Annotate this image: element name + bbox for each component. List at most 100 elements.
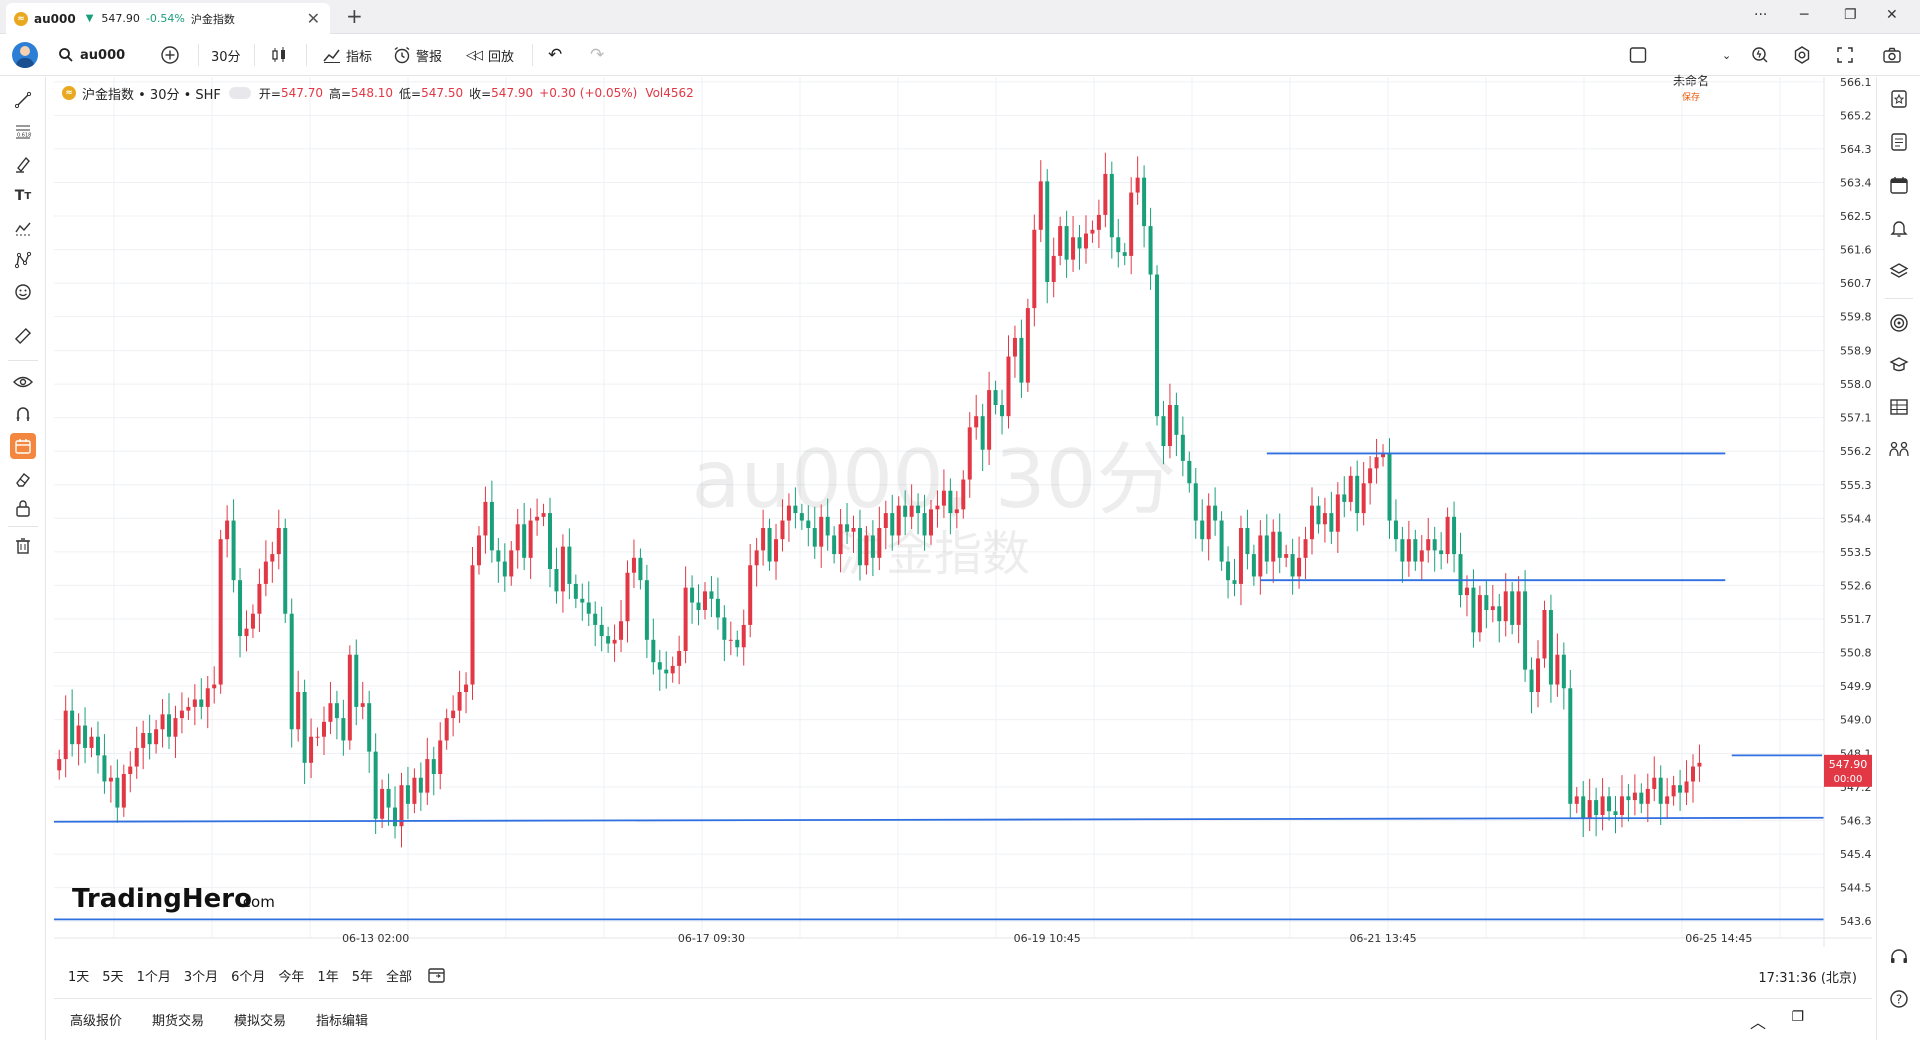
candle[interactable]: [780, 499, 785, 552]
minimize-button[interactable]: ─: [1800, 7, 1809, 23]
candle[interactable]: [289, 598, 294, 748]
candle[interactable]: [1238, 515, 1243, 606]
candle[interactable]: [812, 506, 817, 559]
candle[interactable]: [702, 582, 707, 620]
candle[interactable]: [728, 621, 733, 656]
candle[interactable]: [141, 720, 146, 770]
candle[interactable]: [1419, 535, 1424, 580]
candle[interactable]: [405, 766, 410, 820]
date-range-icon[interactable]: [427, 966, 447, 984]
candle[interactable]: [1129, 177, 1134, 275]
candle[interactable]: [1193, 467, 1198, 539]
candle[interactable]: [1393, 499, 1398, 552]
chevron-up-icon[interactable]: ︿: [1749, 1013, 1766, 1032]
candle[interactable]: [1064, 210, 1069, 278]
candle[interactable]: [250, 604, 255, 638]
candle[interactable]: [1342, 476, 1347, 518]
candle[interactable]: [1471, 569, 1476, 648]
trash-icon[interactable]: [12, 535, 34, 557]
candle[interactable]: [102, 734, 107, 794]
candle[interactable]: [735, 630, 740, 657]
candle[interactable]: [799, 503, 804, 530]
candle[interactable]: [57, 749, 62, 780]
candle[interactable]: [806, 505, 811, 547]
candle[interactable]: [160, 699, 165, 748]
candle[interactable]: [1458, 532, 1463, 608]
candle[interactable]: [1122, 242, 1127, 266]
candle[interactable]: [948, 478, 953, 535]
candle[interactable]: [173, 705, 178, 758]
lock-drawing-icon[interactable]: [10, 433, 36, 459]
candle[interactable]: [838, 508, 843, 573]
candle[interactable]: [1678, 769, 1683, 811]
candle[interactable]: [1251, 544, 1256, 586]
range-button[interactable]: 5年: [351, 969, 373, 985]
candle[interactable]: [522, 503, 527, 571]
candle[interactable]: [470, 547, 475, 700]
candle[interactable]: [896, 496, 901, 545]
candle[interactable]: [276, 509, 281, 570]
symbol-tab[interactable]: ≈ au000 ▼ 547.90 -0.54% 沪金指数 ✕: [6, 3, 330, 34]
candle[interactable]: [1690, 754, 1695, 803]
candle[interactable]: [1510, 582, 1515, 635]
watchlist-icon[interactable]: [1887, 87, 1911, 111]
candle[interactable]: [380, 779, 385, 829]
candle[interactable]: [1058, 216, 1063, 266]
candle[interactable]: [418, 762, 423, 811]
candle[interactable]: [128, 751, 133, 793]
candle[interactable]: [76, 713, 81, 766]
candle[interactable]: [83, 707, 88, 764]
candle[interactable]: [121, 764, 126, 817]
candle[interactable]: [1083, 215, 1088, 264]
candle[interactable]: [922, 494, 927, 551]
candle[interactable]: [1032, 214, 1037, 327]
candle[interactable]: [476, 526, 481, 575]
candle[interactable]: [599, 606, 604, 652]
candle[interactable]: [664, 651, 669, 689]
help-icon[interactable]: ?: [1887, 987, 1911, 1011]
candle[interactable]: [167, 693, 172, 750]
candle[interactable]: [941, 469, 946, 518]
candle[interactable]: [1658, 765, 1663, 826]
candle[interactable]: [347, 645, 352, 750]
candle[interactable]: [573, 574, 578, 609]
candle[interactable]: [1439, 532, 1444, 570]
new-tab-button[interactable]: +: [346, 4, 363, 28]
candle[interactable]: [845, 503, 850, 545]
candle[interactable]: [1109, 161, 1114, 259]
symbol-search[interactable]: au000: [58, 34, 125, 76]
more-options-icon[interactable]: ···: [1754, 7, 1768, 23]
chart-type-button[interactable]: [270, 34, 288, 76]
candle[interactable]: [1561, 642, 1566, 710]
emoji-icon[interactable]: [12, 281, 34, 303]
candle[interactable]: [1600, 778, 1605, 831]
candle[interactable]: [1006, 335, 1011, 429]
candle[interactable]: [192, 684, 197, 726]
screenshot-button[interactable]: [1882, 34, 1902, 76]
candle[interactable]: [857, 509, 862, 581]
undo-button[interactable]: ↶: [548, 34, 562, 76]
candle[interactable]: [70, 689, 75, 757]
candle[interactable]: [438, 722, 443, 790]
interval-button[interactable]: 30分: [211, 49, 241, 65]
candle[interactable]: [935, 490, 940, 528]
candle[interactable]: [1155, 265, 1160, 426]
restore-button[interactable]: ❐: [1844, 7, 1857, 23]
candle[interactable]: [1258, 520, 1263, 595]
candle[interactable]: [638, 548, 643, 590]
candle[interactable]: [1187, 451, 1192, 493]
candle[interactable]: [1613, 795, 1618, 834]
candle[interactable]: [1012, 325, 1017, 378]
candle[interactable]: [464, 672, 469, 714]
candle[interactable]: [1484, 579, 1489, 629]
candle[interactable]: [509, 541, 514, 586]
candle[interactable]: [722, 605, 727, 662]
candle[interactable]: [651, 618, 656, 675]
target-icon[interactable]: [1887, 311, 1911, 335]
candle[interactable]: [1290, 538, 1295, 595]
quick-search-button[interactable]: [1750, 34, 1770, 76]
candle[interactable]: [580, 583, 585, 621]
candle[interactable]: [1077, 224, 1082, 270]
candle[interactable]: [1619, 775, 1624, 828]
